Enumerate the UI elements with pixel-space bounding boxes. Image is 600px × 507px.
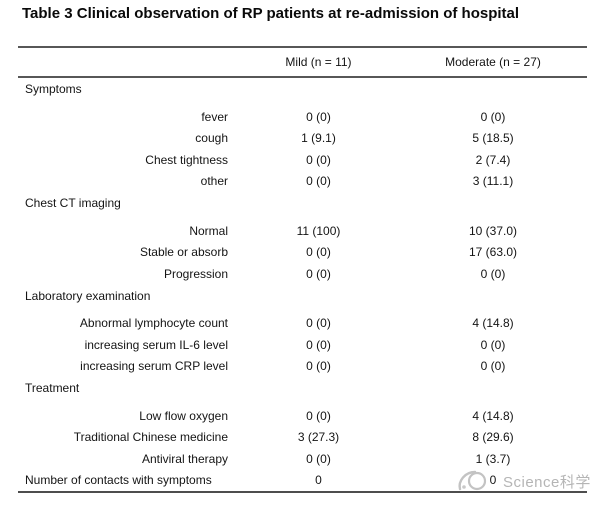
header-mild-cell: Mild (n = 11): [285, 55, 352, 69]
table-row-progression: Progression 0 (0) 0 (0): [18, 263, 587, 285]
table-top-rule: [18, 46, 587, 48]
row-label: Treatment: [25, 381, 80, 395]
mild-value: 0 (0): [306, 316, 331, 331]
mild-value: 0: [315, 473, 322, 488]
moderate-value: 4 (14.8): [472, 408, 514, 423]
mild-value: 0 (0): [306, 359, 331, 374]
mild-value: 0 (0): [306, 451, 331, 466]
table-row-section-laboratory-examination: Laboratory examination: [18, 285, 587, 307]
moderate-value: 5 (18.5): [472, 131, 514, 146]
mild-value: 11 (100): [296, 223, 341, 238]
mild-value: 1 (9.1): [301, 131, 336, 146]
mild-value: 0 (0): [306, 152, 331, 167]
table-row-section-treatment: Treatment: [18, 377, 587, 399]
row-label: Chest tightness: [145, 152, 228, 167]
table-row-increasing-serum-crp-level: increasing serum CRP level 0 (0) 0 (0): [18, 356, 587, 378]
table-header-row: Mild (n = 11) Moderate (n = 27): [18, 48, 587, 76]
row-label: Low flow oxygen: [139, 408, 228, 423]
mild-value: 0 (0): [306, 337, 331, 352]
table-row-traditional-chinese-medicine: Traditional Chinese medicine 3 (27.3) 8 …: [18, 427, 587, 449]
table-row-section-symptoms: Symptoms: [18, 78, 587, 100]
mild-value: 0 (0): [306, 174, 331, 189]
table-row-low-flow-oxygen: Low flow oxygen 0 (0) 4 (14.8): [18, 405, 587, 427]
table-row-section-chest-ct-imaging: Chest CT imaging: [18, 192, 587, 214]
table-row-abnormal-lymphocyte-count: Abnormal lymphocyte count 0 (0) 4 (14.8): [18, 313, 587, 335]
row-label: cough: [195, 131, 228, 146]
row-label: Progression: [163, 266, 228, 281]
moderate-value: 4 (14.8): [472, 316, 514, 331]
moderate-value: 8 (29.6): [472, 430, 514, 445]
moderate-value: 3 (11.1): [472, 174, 514, 189]
row-label: Number of contacts with symptoms: [25, 473, 212, 488]
table-row-normal: Normal 11 (100) 10 (37.0): [18, 220, 587, 242]
row-label: Antiviral therapy: [141, 451, 228, 466]
mild-value: 0 (0): [306, 109, 331, 124]
row-label: Symptoms: [25, 82, 82, 96]
row-label: fever: [201, 109, 228, 124]
table-title: Table 3 Clinical observation of RP patie…: [22, 5, 520, 22]
table-header-rule: [18, 76, 587, 78]
row-label: Normal: [189, 223, 228, 238]
moderate-value: 0 (0): [480, 359, 506, 374]
row-label: Abnormal lymphocyte count: [79, 316, 228, 331]
row-label: Chest CT imaging: [25, 196, 121, 210]
mild-value: 0 (0): [306, 245, 331, 260]
table-row-fever: fever 0 (0) 0 (0): [18, 106, 587, 128]
moderate-value: 0 (0): [480, 109, 506, 124]
table-row-cough: cough 1 (9.1) 5 (18.5): [18, 128, 587, 150]
watermark-text: Science科学: [503, 474, 591, 491]
row-label: increasing serum IL-6 level: [84, 337, 228, 352]
row-label: increasing serum CRP level: [80, 359, 228, 374]
header-moderate-cell: Moderate (n = 27): [445, 55, 541, 69]
moderate-value: 0 (0): [480, 266, 506, 281]
mild-value: 3 (27.3): [297, 430, 340, 445]
table-row-chest-tightness: Chest tightness 0 (0) 2 (7.4): [18, 149, 587, 171]
moderate-value: 2 (7.4): [475, 152, 511, 167]
row-label: Traditional Chinese medicine: [73, 430, 228, 445]
moderate-value: 10 (37.0): [468, 223, 518, 238]
science-logo-icon: [458, 470, 487, 491]
table-row-stable-or-absorb: Stable or absorb 0 (0) 17 (63.0): [18, 242, 587, 264]
clinical-observation-table: Mild (n = 11) Moderate (n = 27) Symptoms…: [18, 46, 587, 493]
moderate-value: 17 (63.0): [468, 245, 518, 260]
row-label: other: [200, 174, 228, 189]
table-row-other: other 0 (0) 3 (11.1): [18, 171, 587, 193]
moderate-value: 0 (0): [480, 337, 506, 352]
moderate-value: 0: [489, 473, 497, 488]
row-label: Stable or absorb: [139, 245, 228, 260]
table-row-number-of-contacts: Number of contacts with symptoms 0 0: [18, 470, 587, 492]
table-row-increasing-serum-il6-level: increasing serum IL-6 level 0 (0) 0 (0): [18, 334, 587, 356]
mild-value: 0 (0): [306, 408, 331, 423]
table-bottom-rule: [18, 491, 587, 493]
table-body: Symptoms fever 0 (0) 0 (0) cough 1 (9.1)…: [18, 78, 587, 491]
table-row-antiviral-therapy: Antiviral therapy 0 (0) 1 (3.7): [18, 448, 587, 470]
moderate-value: 1 (3.7): [475, 451, 511, 466]
mild-value: 0 (0): [306, 266, 331, 281]
row-label: Laboratory examination: [25, 288, 151, 303]
